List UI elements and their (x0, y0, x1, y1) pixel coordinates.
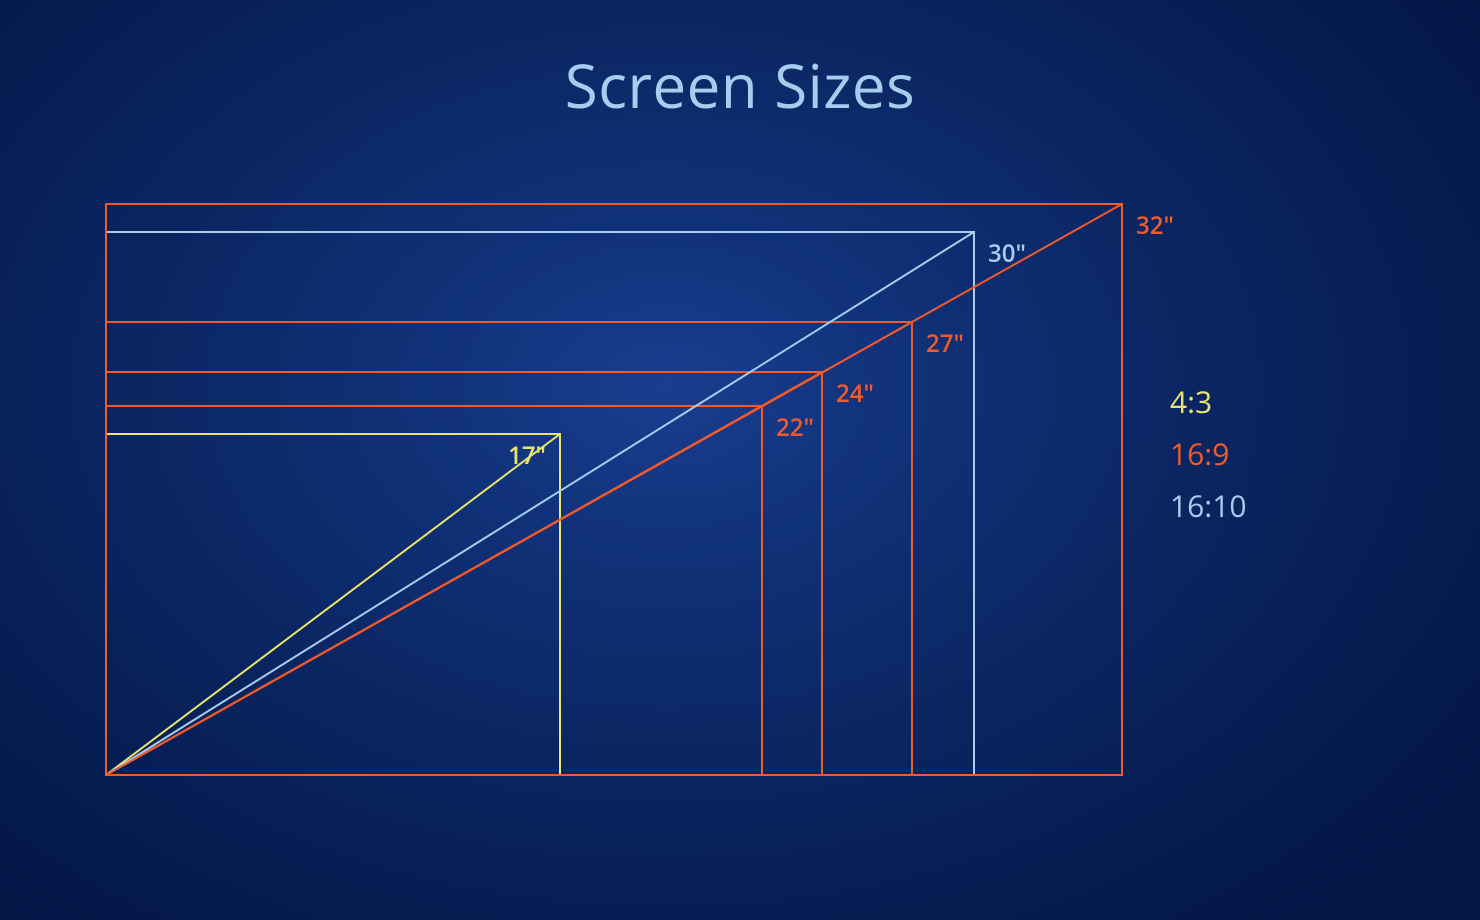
screen-size-diagram: 17" 22" 24" 27" 30" 32" (0, 0, 1480, 920)
screen-size-label: 17" (508, 439, 546, 472)
legend-item: 16:9 (1170, 428, 1247, 480)
screen-size-label: 27" (926, 327, 964, 360)
canvas: Screen Sizes 17"22"24"27"30"32" 4:316:91… (0, 0, 1480, 920)
aspect-ratio-legend: 4:316:916:10 (1170, 376, 1247, 532)
screen-size-label: 30" (988, 237, 1026, 270)
screen-size-label: 24" (836, 377, 874, 410)
legend-item: 4:3 (1170, 376, 1247, 428)
screen-size-label: 22" (776, 411, 814, 444)
screen-diagonal (106, 434, 560, 775)
legend-item: 16:10 (1170, 480, 1247, 532)
screen-diagonal (106, 232, 974, 775)
screen-size-label: 32" (1136, 209, 1174, 242)
screen-diagonal (106, 204, 1122, 775)
